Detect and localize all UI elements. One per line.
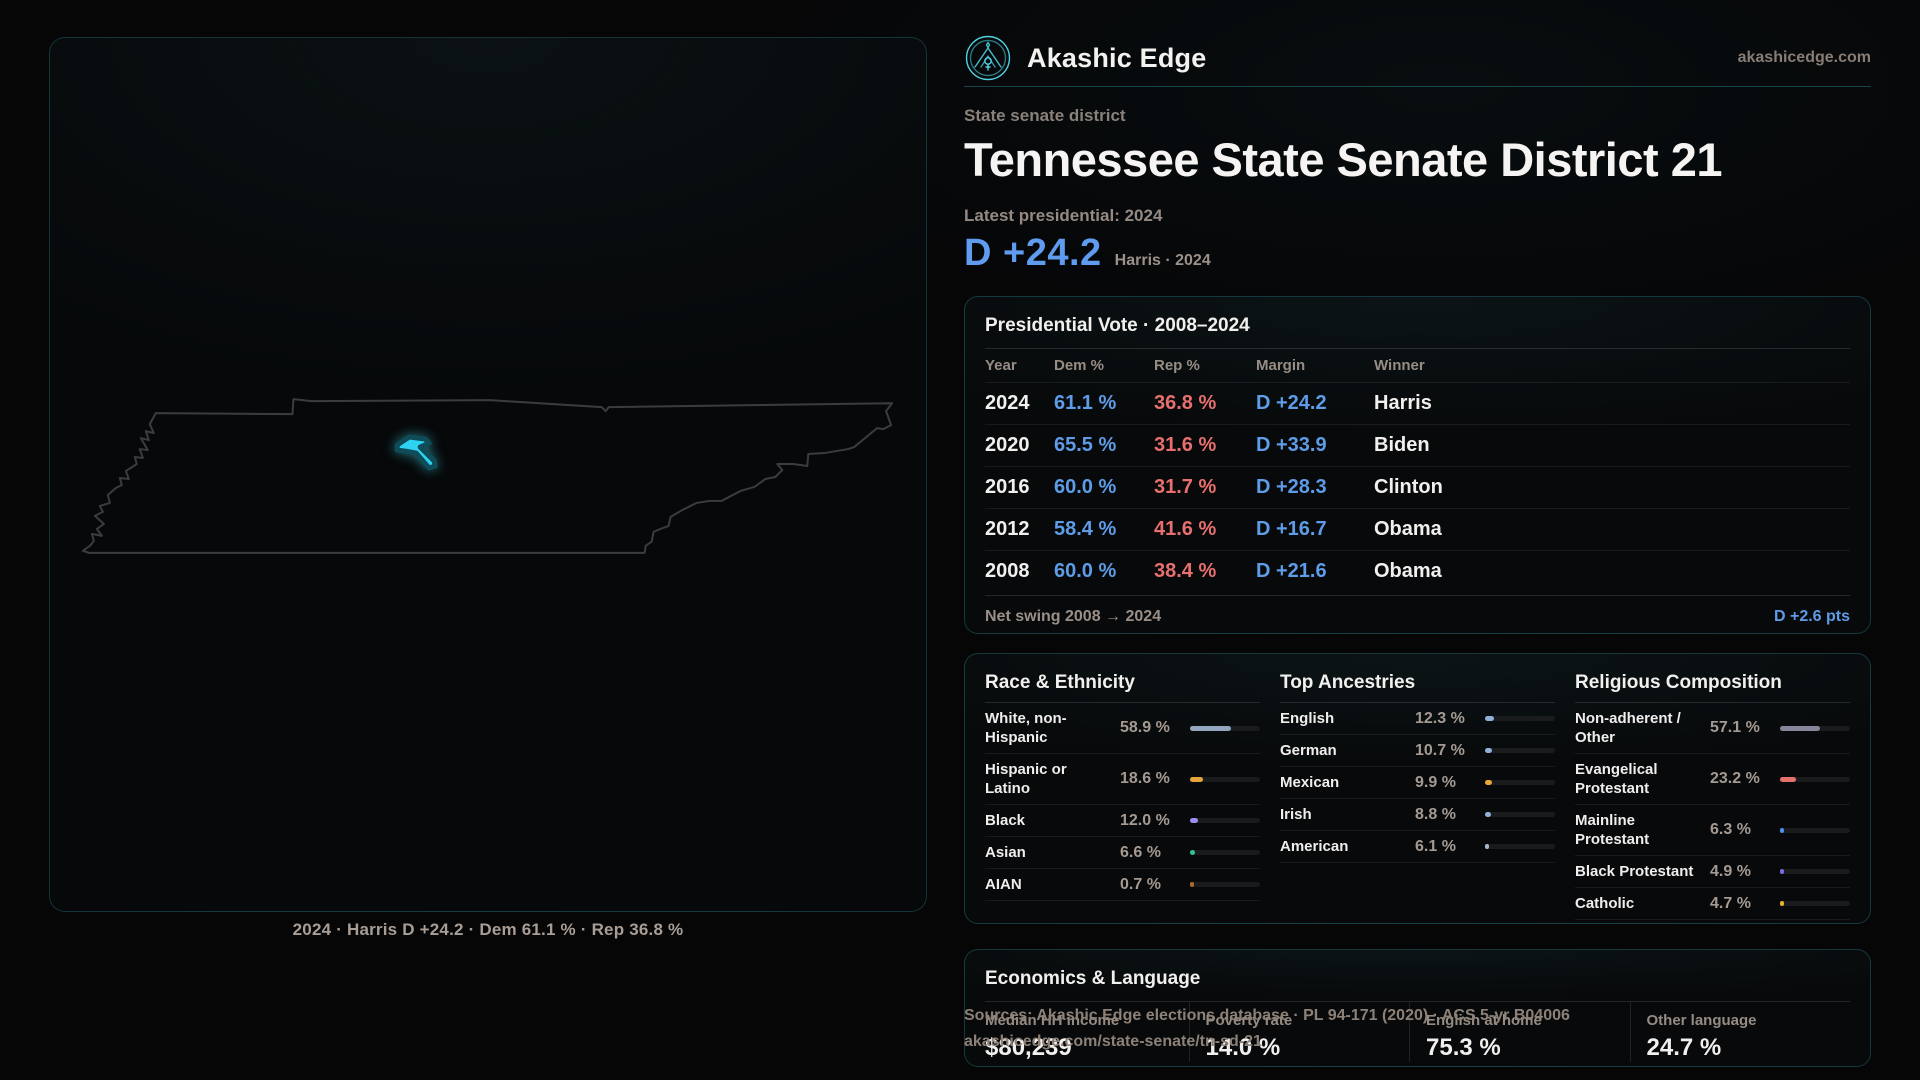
economics-title: Economics & Language	[985, 968, 1201, 989]
headline-margin-value: D +24.2	[964, 232, 1102, 274]
bar-fill	[1485, 844, 1490, 849]
brand-domain-link[interactable]: akashicedge.com	[1737, 49, 1871, 66]
col-header-winner: Winner	[1374, 357, 1425, 374]
demo-row: Asian 6.6 %	[985, 837, 1260, 869]
permalink[interactable]: akashicedge.com/state-senate/tn-sd-21	[964, 1033, 1262, 1050]
bar-fill	[1190, 776, 1204, 782]
bar-track	[1485, 780, 1555, 785]
bar-fill	[1780, 827, 1785, 833]
economics-panel: Economics & Language Median HH income $8…	[964, 949, 1871, 1067]
bar-track	[1190, 850, 1260, 855]
bar-track	[1780, 725, 1850, 731]
bar-fill	[1190, 850, 1195, 855]
col-header-dem: Dem %	[1054, 357, 1105, 374]
demo-row: Hispanic or Latino 18.6 %	[985, 754, 1260, 805]
table-row: 2020 65.5 % 31.6 % D +33.9 Biden	[985, 424, 1850, 466]
page-title: Tennessee State Senate District 21	[964, 133, 1722, 186]
district-21-highlight[interactable]	[394, 434, 438, 471]
religion-column: Religious Composition Non-adherent / Oth…	[1575, 654, 1850, 920]
demo-row: English 12.3 %	[1280, 703, 1555, 735]
table-row: 2016 60.0 % 31.7 % D +28.3 Clinton	[985, 466, 1850, 508]
tennessee-outline	[81, 398, 894, 554]
bar-track	[1780, 827, 1850, 833]
bar-track	[1190, 776, 1260, 782]
religion-title: Religious Composition	[1575, 672, 1782, 693]
demo-row: Black 12.0 %	[985, 805, 1260, 837]
bar-fill	[1190, 725, 1232, 731]
demo-row: White, non-Hispanic 58.9 %	[985, 703, 1260, 754]
stat-english-at-home: English at home 75.3 %	[1409, 1002, 1630, 1062]
col-header-rep: Rep %	[1154, 357, 1200, 374]
bar-track	[1485, 748, 1555, 753]
headline-margin-context: Harris · 2024	[1114, 252, 1211, 269]
bar-fill	[1485, 716, 1494, 721]
bar-fill	[1485, 780, 1492, 785]
ancestries-title: Top Ancestries	[1280, 672, 1416, 693]
bar-fill	[1780, 869, 1784, 874]
map-caption: 2024 · Harris D +24.2 · Dem 61.1 % · Rep…	[292, 920, 684, 939]
net-swing-row: Net swing 2008 → 2024 D +2.6 pts	[985, 595, 1850, 638]
brand-name: Akashic Edge	[1027, 42, 1207, 73]
demo-row: Mainline Protestant 6.3 %	[1575, 805, 1850, 856]
bar-track	[1780, 776, 1850, 782]
bar-fill	[1485, 748, 1493, 753]
bar-fill	[1780, 901, 1784, 906]
presidential-vote-panel: Presidential Vote · 2008–2024 Year Dem %…	[964, 296, 1871, 634]
bar-track	[1780, 869, 1850, 874]
bar-track	[1485, 812, 1555, 817]
demo-row: Irish 8.8 %	[1280, 799, 1555, 831]
bar-track	[1190, 725, 1260, 731]
net-swing-value: D +2.6 pts	[1773, 608, 1850, 625]
tennessee-map	[81, 398, 894, 554]
table-row: 2008 60.0 % 38.4 % D +21.6 Obama	[985, 550, 1850, 592]
table-row: 2012 58.4 % 41.6 % D +16.7 Obama	[985, 508, 1850, 550]
stat-median-income: Median HH income $80,239	[985, 1012, 1120, 1061]
table-row: 2024 61.1 % 36.8 % D +24.2 Harris	[985, 382, 1850, 424]
demo-row: Evangelical Protestant 23.2 %	[1575, 754, 1850, 805]
demo-row: American 6.1 %	[1280, 831, 1555, 863]
kicker-label: State senate district	[964, 106, 1126, 125]
col-header-margin: Margin	[1256, 357, 1306, 374]
ancestries-column: Top Ancestries English 12.3 % German 10.…	[1280, 654, 1555, 920]
bar-track	[1780, 901, 1850, 906]
bar-track	[1485, 844, 1555, 849]
demo-row: Catholic 4.7 %	[1575, 888, 1850, 920]
detail-column: Akashic Edge akashicedge.com State senat…	[964, 0, 1871, 1080]
bar-fill	[1780, 776, 1797, 782]
bar-fill	[1780, 725, 1820, 731]
race-title: Race & Ethnicity	[985, 672, 1135, 693]
race-ethnicity-column: Race & Ethnicity White, non-Hispanic 58.…	[985, 654, 1260, 920]
demo-row: Black Protestant 4.9 %	[1575, 856, 1850, 888]
demo-row: Non-adherent / Other 57.1 %	[1575, 703, 1850, 754]
demo-row: German 10.7 %	[1280, 735, 1555, 767]
bar-fill	[1190, 882, 1194, 887]
net-swing-label: Net swing 2008 → 2024	[985, 608, 1162, 625]
bar-fill	[1485, 812, 1492, 817]
bar-fill	[1190, 818, 1199, 823]
demo-row: AIAN 0.7 %	[985, 869, 1260, 901]
map-panel	[49, 37, 927, 912]
col-header-year: Year	[985, 357, 1017, 374]
bar-track	[1190, 882, 1260, 887]
demo-row: Mexican 9.9 %	[1280, 767, 1555, 799]
stat-poverty-rate: Poverty rate 14.0 %	[1188, 1002, 1410, 1062]
stat-other-language: Other language 24.7 %	[1629, 1002, 1851, 1062]
bar-track	[1190, 818, 1260, 823]
economics-stats: Median HH income $80,239 Poverty rate 14…	[985, 1002, 1850, 1062]
table-header-row: Year Dem % Rep % Margin Winner	[985, 348, 1850, 382]
demographics-panel: Race & Ethnicity White, non-Hispanic 58.…	[964, 653, 1871, 924]
akashic-edge-logo-icon[interactable]	[964, 34, 1012, 82]
table-title: Presidential Vote · 2008–2024	[985, 315, 1250, 336]
latest-presidential-label: Latest presidential: 2024	[964, 206, 1163, 225]
site-header: Akashic Edge akashicedge.com	[964, 30, 1871, 87]
bar-track	[1485, 716, 1555, 721]
headline-margin: D +24.2 Harris · 2024	[964, 232, 1211, 275]
